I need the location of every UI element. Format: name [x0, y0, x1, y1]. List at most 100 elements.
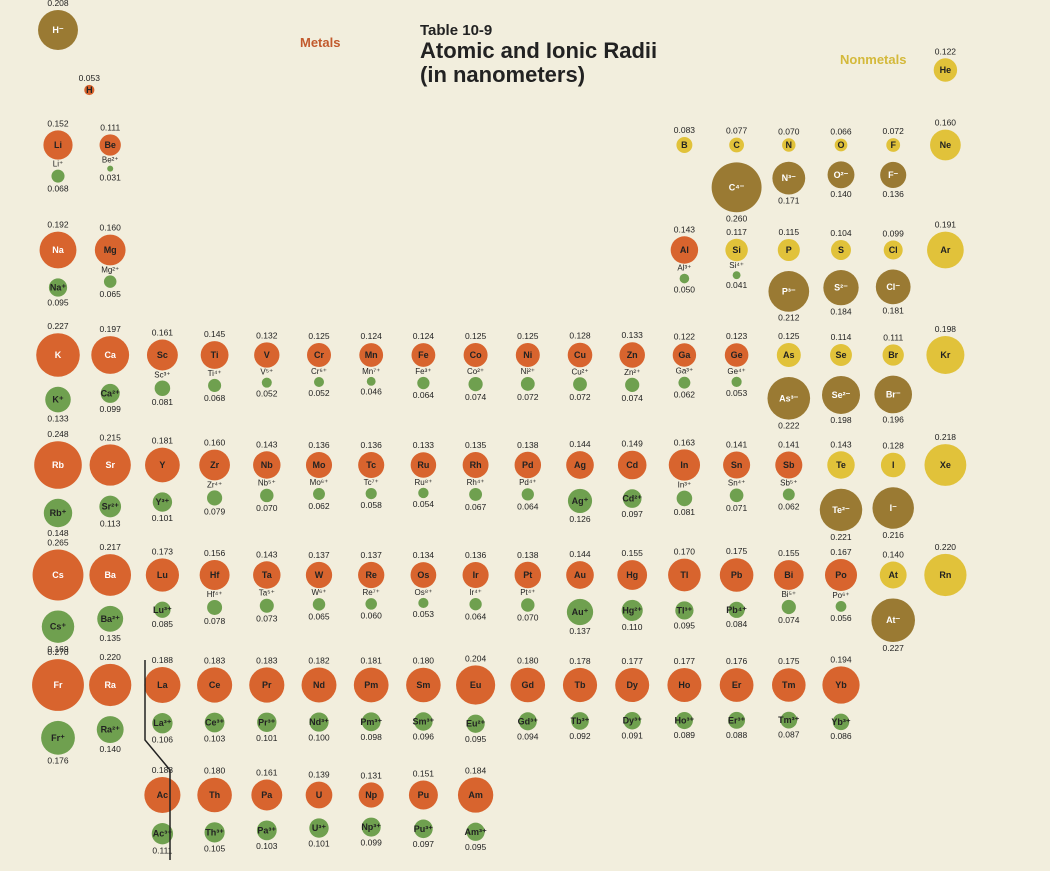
svg-text:Ti: Ti: [211, 350, 219, 360]
element-Mg: 0.160MgMg²⁺0.065: [95, 223, 126, 299]
ion-circle: [260, 599, 274, 613]
element-He: 0.122He: [934, 46, 957, 81]
svg-text:Re⁷⁺: Re⁷⁺: [363, 588, 380, 597]
svg-text:0.079: 0.079: [204, 507, 226, 517]
svg-text:Fe³⁺: Fe³⁺: [415, 367, 431, 376]
svg-text:0.095: 0.095: [465, 734, 487, 744]
svg-text:Bi: Bi: [784, 570, 793, 580]
svg-text:0.097: 0.097: [413, 839, 435, 849]
svg-text:0.054: 0.054: [413, 499, 435, 509]
svg-text:Br: Br: [888, 350, 898, 360]
svg-text:Tc⁷⁺: Tc⁷⁺: [364, 478, 379, 487]
ion-circle: [469, 598, 481, 610]
element-Tl: 0.170TlTl³⁺0.095: [668, 547, 701, 631]
svg-text:0.144: 0.144: [569, 549, 591, 559]
element-Ra: 0.220RaRa²⁺0.140: [89, 652, 131, 754]
svg-text:0.031: 0.031: [100, 173, 122, 183]
svg-text:Hg²⁺: Hg²⁺: [622, 605, 642, 615]
svg-text:Pu³⁺: Pu³⁺: [414, 824, 433, 834]
element-Am: 0.184AmAm³⁺0.095: [458, 765, 493, 852]
svg-text:0.143: 0.143: [830, 439, 852, 449]
element-Hg: 0.155HgHg²⁺0.110: [617, 548, 647, 632]
svg-text:0.181: 0.181: [152, 436, 174, 446]
element-Pb: 0.175PbPb⁴⁺0.084: [720, 546, 754, 629]
svg-text:0.052: 0.052: [308, 388, 330, 398]
svg-text:0.173: 0.173: [152, 546, 174, 556]
ion-circle: [730, 489, 744, 503]
svg-text:Ge: Ge: [731, 350, 743, 360]
svg-text:0.066: 0.066: [830, 127, 852, 137]
element-Se: 0.114SeSe²⁻0.198: [822, 332, 860, 425]
svg-text:0.089: 0.089: [674, 730, 696, 740]
svg-text:0.136: 0.136: [465, 550, 487, 560]
svg-text:S²⁻: S²⁻: [834, 283, 848, 293]
element-Pt: 0.138PtPt⁴⁺0.070: [515, 550, 541, 623]
ion-circle: [418, 598, 428, 608]
svg-text:Ne: Ne: [940, 140, 952, 150]
ion-circle: [732, 377, 742, 387]
svg-text:0.137: 0.137: [361, 550, 383, 560]
ion-circle: [313, 488, 325, 500]
svg-text:F⁻: F⁻: [888, 170, 898, 180]
svg-text:I⁻: I⁻: [890, 503, 898, 513]
svg-text:Pr: Pr: [262, 680, 272, 690]
svg-text:Tb³⁺: Tb³⁺: [571, 716, 590, 726]
svg-text:Th³⁺: Th³⁺: [205, 827, 224, 837]
svg-text:Nb: Nb: [261, 460, 273, 470]
svg-text:0.068: 0.068: [47, 184, 69, 194]
svg-text:0.227: 0.227: [883, 643, 905, 653]
svg-text:Th: Th: [209, 790, 220, 800]
svg-text:0.218: 0.218: [935, 432, 957, 442]
svg-text:Yb³⁺: Yb³⁺: [831, 717, 850, 727]
svg-text:Ac: Ac: [157, 790, 169, 800]
svg-text:0.065: 0.065: [308, 612, 330, 622]
svg-text:0.096: 0.096: [413, 732, 435, 742]
element-Ne: 0.160 Ne: [930, 118, 961, 161]
svg-text:0.106: 0.106: [152, 734, 174, 744]
svg-text:Pu: Pu: [418, 790, 430, 800]
element-Tm: 0.175TmTm³⁺0.087: [772, 656, 806, 739]
svg-text:Sm³⁺: Sm³⁺: [413, 716, 435, 726]
ion-circle: [678, 377, 690, 389]
element-Yb: 0.194YbYb³⁺0.086: [822, 654, 859, 741]
element-Sc: 0.161ScSc³⁺0.081: [147, 328, 178, 407]
svg-text:H⁻: H⁻: [52, 25, 63, 35]
svg-text:Mo: Mo: [313, 460, 326, 470]
svg-text:Yb: Yb: [835, 680, 847, 690]
svg-text:0.136: 0.136: [308, 440, 330, 450]
element-B: 0.083B: [674, 125, 696, 153]
svg-text:0.140: 0.140: [100, 744, 122, 754]
svg-text:0.143: 0.143: [256, 549, 278, 559]
svg-text:0.098: 0.098: [361, 732, 383, 742]
ion-circle: [680, 274, 690, 284]
svg-text:0.099: 0.099: [100, 404, 122, 414]
svg-text:0.062: 0.062: [308, 501, 330, 511]
svg-text:0.196: 0.196: [883, 414, 905, 424]
svg-text:0.074: 0.074: [465, 392, 487, 402]
element-Zr: 0.160ZrZr⁴⁺0.079: [199, 438, 230, 517]
svg-text:Pm: Pm: [364, 680, 378, 690]
ion-circle: [573, 377, 587, 391]
svg-text:Sr²⁺: Sr²⁺: [102, 501, 120, 511]
element-H: 0.053H: [79, 73, 101, 95]
element-Gd: 0.180GdGd³⁺0.094: [511, 656, 546, 742]
svg-text:Gd: Gd: [522, 680, 535, 690]
svg-text:Ta⁵⁺: Ta⁵⁺: [259, 589, 275, 598]
element-Ag: 0.144AgAg⁺0.126: [566, 439, 594, 524]
ion-circle: [783, 489, 795, 501]
svg-text:0.143: 0.143: [674, 224, 696, 234]
svg-text:Mg: Mg: [104, 245, 117, 255]
svg-text:0.155: 0.155: [778, 548, 800, 558]
svg-text:0.081: 0.081: [674, 507, 696, 517]
svg-text:Mn: Mn: [365, 350, 378, 360]
svg-text:0.128: 0.128: [569, 331, 591, 341]
svg-text:0.227: 0.227: [47, 321, 69, 331]
svg-text:Pr³⁺: Pr³⁺: [258, 717, 276, 727]
svg-text:0.074: 0.074: [778, 615, 800, 625]
element-Pm: 0.181PmPm³⁺0.098: [354, 656, 389, 743]
svg-text:0.138: 0.138: [517, 550, 539, 560]
svg-text:V⁵⁺: V⁵⁺: [260, 368, 273, 377]
svg-text:0.160: 0.160: [935, 118, 957, 128]
svg-text:Tl³⁺: Tl³⁺: [677, 605, 693, 615]
svg-text:0.101: 0.101: [152, 513, 174, 523]
